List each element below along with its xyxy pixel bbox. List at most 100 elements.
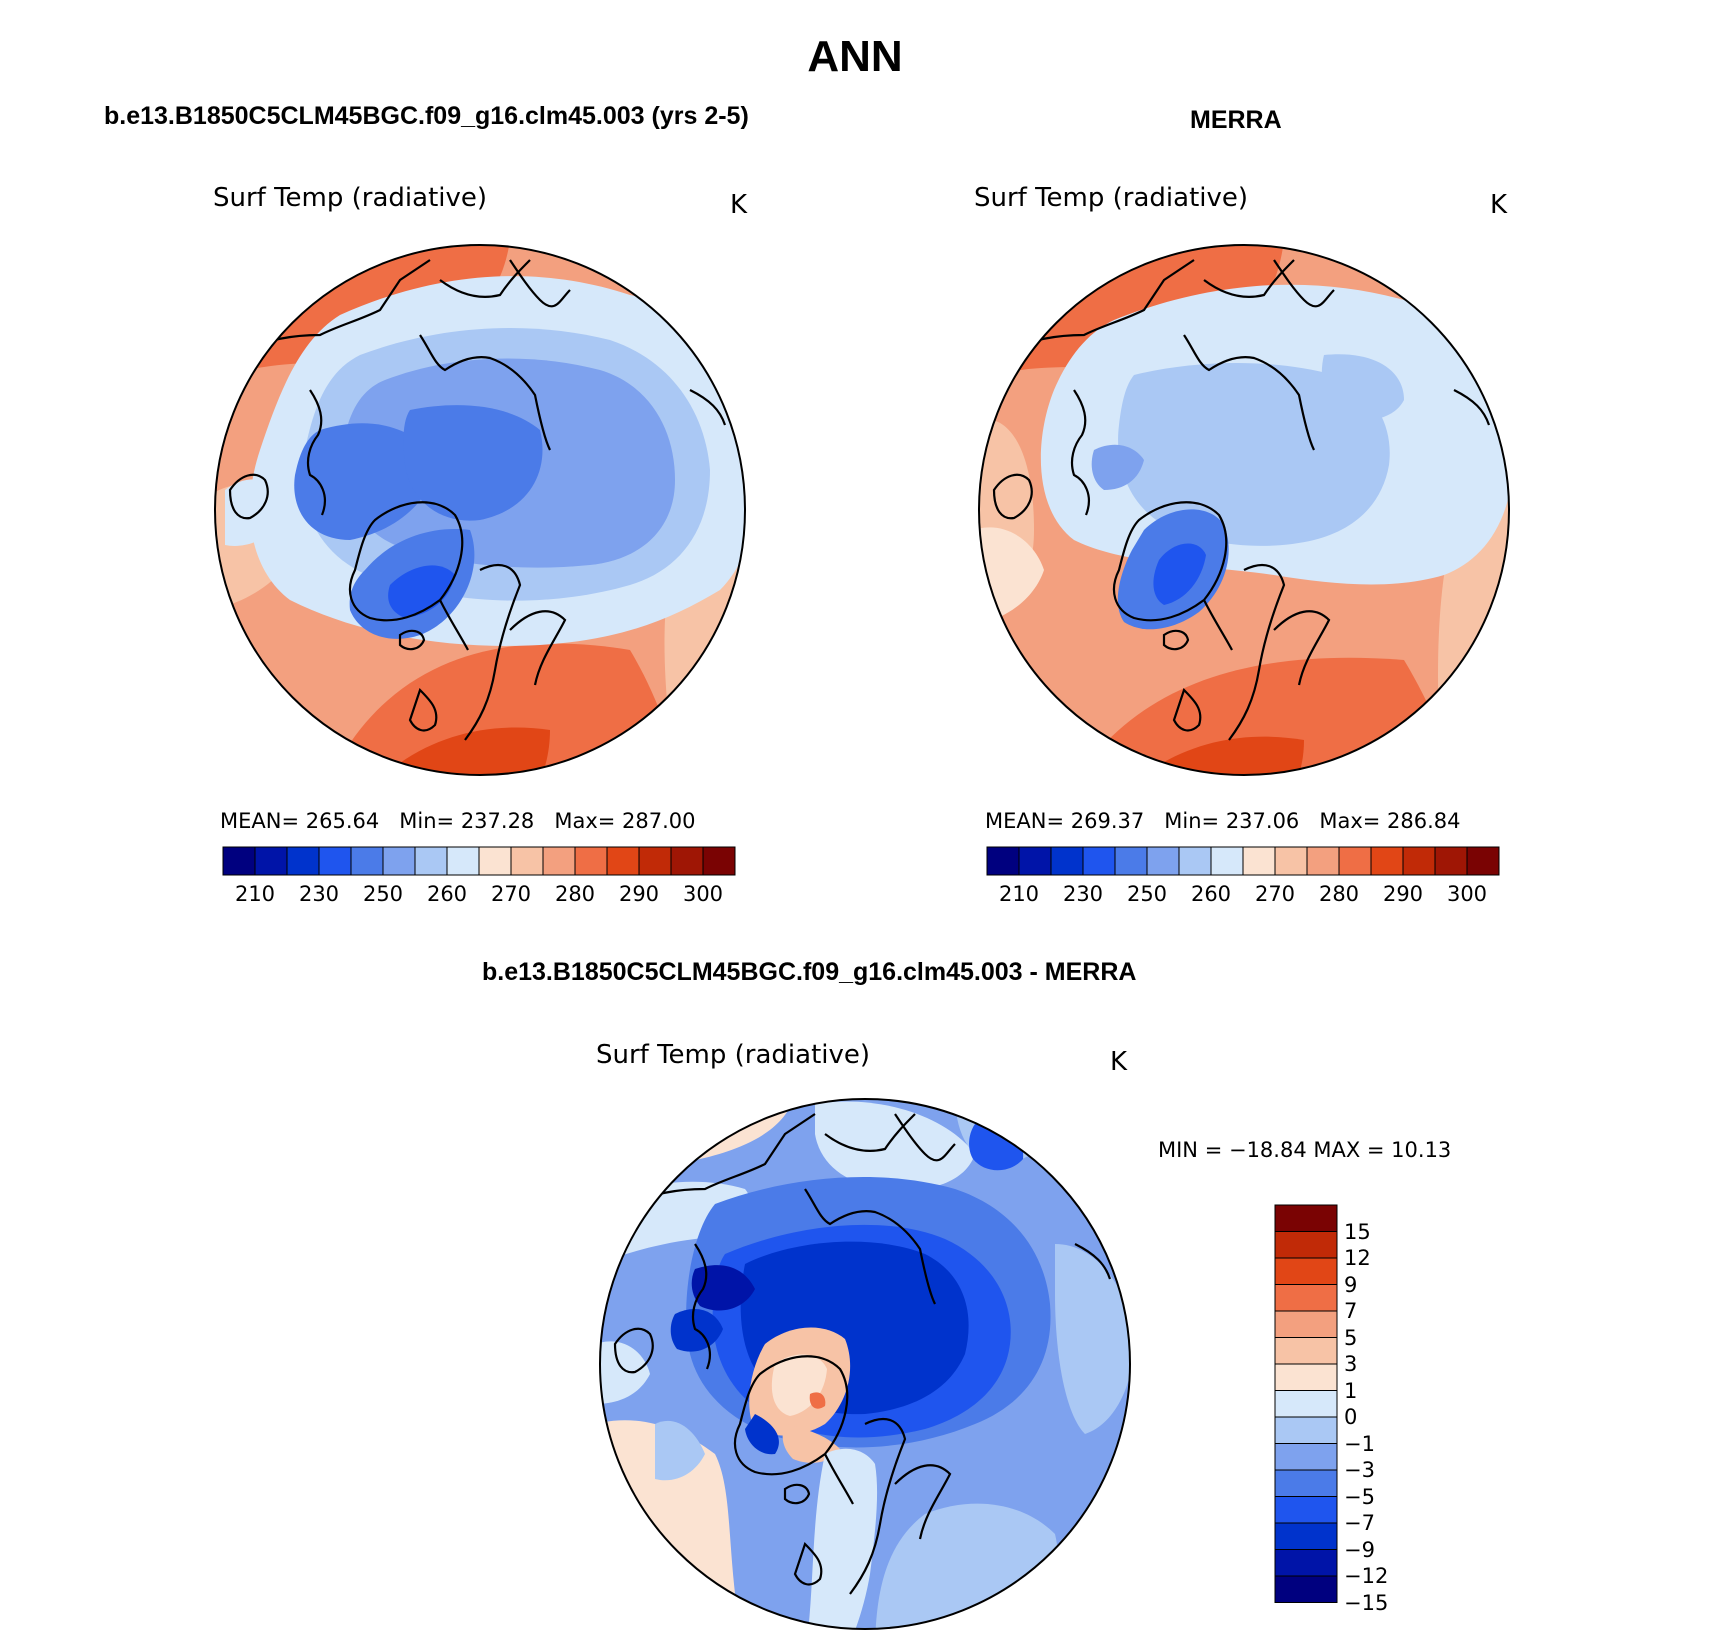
model-colorbar-label: 250 (362, 882, 404, 906)
diff-colorbar-box (1274, 1284, 1338, 1312)
model-map-border (214, 244, 746, 776)
model-colorbar-box (542, 846, 576, 876)
diff-minmax: MIN = −18.84 MAX = 10.13 (1158, 1138, 1452, 1162)
model-mean-label: MEAN= (220, 809, 300, 833)
model-colorbar-label: 280 (554, 882, 596, 906)
diff-colorbar-box (1274, 1549, 1338, 1577)
obs-stats: MEAN= 269.37 Min= 237.06 Max= 286.84 (985, 809, 1461, 833)
obs-variable-title: Surf Temp (radiative) (974, 183, 1249, 213)
model-colorbar-box (478, 846, 512, 876)
obs-case-title: MERRA (1190, 106, 1282, 134)
diff-colorbar-label: −3 (1344, 1458, 1375, 1482)
obs-colorbar-box (1402, 846, 1436, 876)
obs-colorbar-box (1370, 846, 1404, 876)
diff-colorbar-label: −15 (1344, 1590, 1389, 1615)
model-colorbar-box (638, 846, 672, 876)
obs-units-label: K (1490, 190, 1508, 220)
obs-contour-fill (979, 245, 1509, 775)
obs-colorbar-label: 300 (1446, 882, 1488, 906)
model-colorbar-label: 290 (618, 882, 660, 906)
model-case-title: b.e13.B1850C5CLM45BGC.f09_g16.clm45.003 … (104, 102, 749, 130)
obs-colorbar-box (1178, 846, 1212, 876)
diff-colorbar-label: 9 (1344, 1272, 1358, 1297)
model-variable-title: Surf Temp (radiative) (213, 183, 488, 213)
diff-colorbar-box (1274, 1575, 1338, 1603)
obs-colorbar-label: 210 (998, 882, 1040, 906)
model-colorbar (222, 846, 736, 876)
diff-case-title: b.e13.B1850C5CLM45BGC.f09_g16.clm45.003 … (482, 958, 1137, 986)
obs-colorbar-box (1306, 846, 1340, 876)
obs-polar-map (978, 244, 1510, 776)
model-units-label: K (730, 190, 748, 220)
obs-colorbar-box (1082, 846, 1116, 876)
obs-colorbar-label: 280 (1318, 882, 1360, 906)
obs-min-label: Min= (1164, 809, 1220, 833)
diff-colorbar-label: −9 (1344, 1537, 1375, 1562)
obs-colorbar-box (1050, 846, 1084, 876)
diff-colorbar-label: 0 (1344, 1405, 1358, 1429)
diff-colorbar-box (1274, 1337, 1338, 1365)
diff-contour-fill (600, 1099, 1130, 1629)
model-colorbar-box (446, 846, 480, 876)
obs-colorbar-box (1242, 846, 1276, 876)
obs-colorbar-box (1018, 846, 1052, 876)
obs-colorbar-box (1466, 846, 1500, 876)
model-colorbar-box (350, 846, 384, 876)
model-colorbar-box (222, 846, 256, 876)
obs-max-label: Max= (1319, 809, 1381, 833)
figure-title: ANN (807, 32, 903, 81)
diff-colorbar-box (1274, 1522, 1338, 1550)
obs-colorbar-box (1274, 846, 1308, 876)
diff-colorbar-box (1274, 1469, 1338, 1497)
model-colorbar-box (254, 846, 288, 876)
model-colorbar-box (382, 846, 416, 876)
model-max-value: 287.00 (622, 809, 696, 833)
diff-colorbar-box (1274, 1204, 1338, 1232)
diff-colorbar-label: 12 (1344, 1246, 1371, 1270)
diff-colorbar-box (1274, 1310, 1338, 1338)
diff-colorbar-box (1274, 1231, 1338, 1259)
diff-colorbar-label: −7 (1344, 1511, 1375, 1535)
diff-colorbar-box (1274, 1390, 1338, 1418)
diff-variable-title: Surf Temp (radiative) (596, 1040, 871, 1070)
diff-colorbar-label: 5 (1344, 1325, 1358, 1350)
model-coastlines (228, 259, 727, 741)
obs-mean-value: 269.37 (1070, 809, 1145, 833)
diff-colorbar-label: 3 (1344, 1352, 1358, 1376)
diff-colorbar-label: −1 (1344, 1431, 1375, 1456)
model-stats: MEAN= 265.64 Min= 237.28 Max= 287.00 (220, 809, 696, 833)
model-colorbar-box (606, 846, 640, 876)
obs-min-value: 237.06 (1225, 809, 1300, 833)
obs-map-border (978, 244, 1510, 776)
diff-colorbar-label: −12 (1344, 1564, 1389, 1588)
obs-max-value: 286.84 (1387, 809, 1461, 833)
diff-colorbar-label: −5 (1344, 1484, 1375, 1509)
obs-colorbar-label: 230 (1062, 882, 1104, 906)
diff-colorbar-label: 7 (1344, 1299, 1358, 1323)
model-colorbar-box (670, 846, 704, 876)
model-colorbar-label: 300 (682, 882, 724, 906)
diff-colorbar-box (1274, 1257, 1338, 1285)
diff-units-label: K (1110, 1047, 1128, 1077)
diff-colorbar-box (1274, 1363, 1338, 1391)
model-polar-map (214, 244, 746, 776)
diff-polar-map (599, 1098, 1131, 1630)
model-mean-value: 265.64 (305, 809, 380, 833)
model-colorbar-box (414, 846, 448, 876)
diff-colorbar-box (1274, 1496, 1338, 1524)
model-colorbar-label: 260 (426, 882, 468, 906)
obs-colorbar-label: 260 (1190, 882, 1232, 906)
obs-colorbar-label: 250 (1126, 882, 1168, 906)
obs-colorbar-label: 270 (1254, 882, 1296, 906)
diff-colorbar-box (1274, 1443, 1338, 1471)
diff-coastlines (613, 1113, 1112, 1595)
obs-colorbar-label: 290 (1382, 882, 1424, 906)
obs-colorbar-box (1114, 846, 1148, 876)
model-colorbar-box (510, 846, 544, 876)
model-colorbar-label: 230 (298, 882, 340, 906)
obs-mean-label: MEAN= (985, 809, 1065, 833)
obs-colorbar-box (986, 846, 1020, 876)
obs-colorbar-box (1434, 846, 1468, 876)
obs-colorbar-box (1210, 846, 1244, 876)
